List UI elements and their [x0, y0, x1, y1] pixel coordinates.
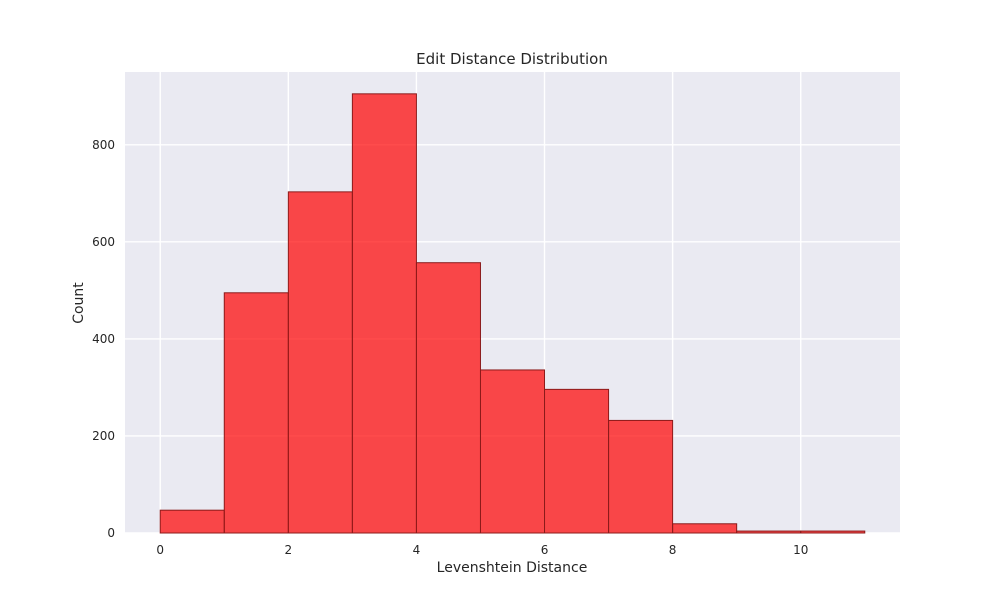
- y-tick-label: 800: [92, 138, 115, 152]
- histogram-bar: [287, 191, 353, 534]
- histogram-bar: [223, 292, 289, 534]
- x-tick-label: 6: [541, 543, 549, 557]
- histogram-bar: [608, 419, 674, 534]
- histogram-bar: [672, 523, 738, 534]
- histogram-bar: [351, 93, 417, 534]
- y-tick-label: 0: [107, 526, 115, 540]
- x-tick-label: 4: [413, 543, 421, 557]
- y-tick-labels: 0 200 400 600 800: [92, 138, 115, 540]
- histogram-bar: [479, 369, 546, 534]
- histogram-bar: [159, 509, 225, 534]
- histogram-bar: [736, 530, 802, 534]
- y-tick-label: 600: [92, 235, 115, 249]
- x-tick-labels: 0 2 4 6 8 10: [156, 543, 808, 557]
- histogram-bar: [544, 388, 610, 534]
- histogram-bar: [415, 262, 481, 534]
- y-tick-label: 400: [92, 332, 115, 346]
- y-tick-label: 200: [92, 429, 115, 443]
- y-axis-label: Count: [71, 282, 87, 324]
- histogram-bar: [800, 530, 866, 534]
- bars: [159, 93, 866, 534]
- x-tick-label: 10: [793, 543, 808, 557]
- x-axis-label: Levenshtein Distance: [437, 560, 588, 576]
- x-tick-label: 2: [285, 543, 293, 557]
- chart-title: Edit Distance Distribution: [416, 50, 608, 68]
- x-tick-label: 0: [156, 543, 164, 557]
- x-tick-label: 8: [669, 543, 677, 557]
